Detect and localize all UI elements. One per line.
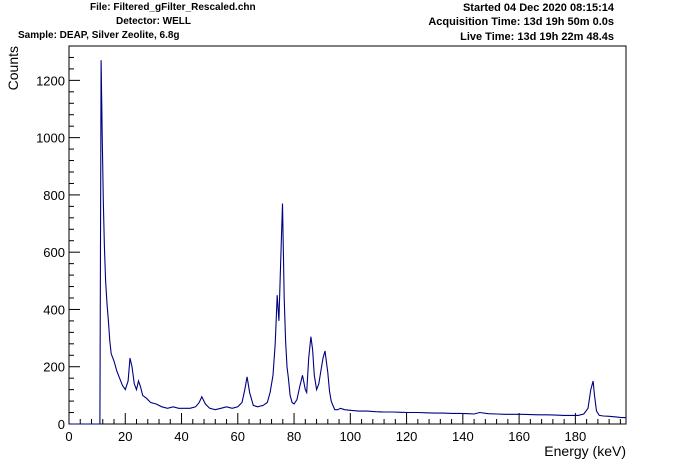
x-tick-label: 40 bbox=[174, 429, 188, 444]
axis-ticks: 0 20 40 60 80 100 120 140 160 180 0 200 400 600 800 100… bbox=[36, 45, 621, 444]
start-time-label: Started 04 Dec 2020 08:15:14 bbox=[462, 2, 614, 14]
series-group bbox=[69, 60, 627, 425]
sample-label: Sample: DEAP, Silver Zeolite, 6.8g bbox=[18, 30, 180, 41]
detector-label: Detector: WELL bbox=[116, 16, 191, 27]
x-tick-label: 120 bbox=[396, 429, 418, 444]
plot-frame bbox=[68, 45, 627, 425]
live-time-label: Live Time: 13d 19h 22m 48.4s bbox=[460, 31, 614, 43]
y-tick-label: 200 bbox=[43, 360, 65, 375]
x-tick-label: 160 bbox=[508, 429, 530, 444]
y-tick-label: 1200 bbox=[36, 73, 65, 88]
x-tick-label: 140 bbox=[452, 429, 474, 444]
x-tick-label: 20 bbox=[118, 429, 132, 444]
x-tick-label: 180 bbox=[565, 429, 587, 444]
x-tick-label: 0 bbox=[65, 429, 72, 444]
y-tick-label: 0 bbox=[58, 417, 65, 432]
y-tick-label: 1000 bbox=[36, 131, 65, 146]
spectrum-line bbox=[69, 60, 627, 425]
x-tick-label: 100 bbox=[339, 429, 361, 444]
acquisition-time-label: Acquisition Time: 13d 19h 50m 0.0s bbox=[428, 16, 614, 28]
x-tick-label: 80 bbox=[287, 429, 301, 444]
y-tick-label: 400 bbox=[43, 302, 65, 317]
x-axis-label: Energy (keV) bbox=[544, 443, 626, 459]
y-tick-label: 800 bbox=[43, 188, 65, 203]
y-tick-label: 600 bbox=[43, 245, 65, 260]
file-name-label: File: Filtered_gFilter_Rescaled.chn bbox=[90, 2, 256, 13]
y-axis-label: Counts bbox=[5, 46, 21, 90]
x-tick-label: 60 bbox=[231, 429, 245, 444]
